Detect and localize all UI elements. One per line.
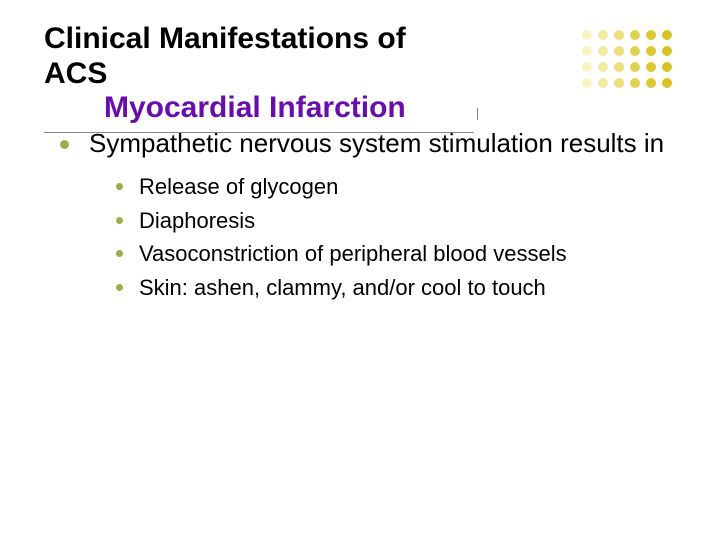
- title-area: Clinical Manifestations of ACS Myocardia…: [44, 22, 474, 133]
- bullet-icon: [60, 140, 69, 149]
- decor-dot: [646, 46, 656, 56]
- decor-dot: [614, 62, 624, 72]
- decor-dot: [646, 62, 656, 72]
- decor-dot: [598, 62, 608, 72]
- title-underline-tick: [477, 108, 478, 120]
- decor-dot: [582, 30, 592, 40]
- decor-dot: [646, 78, 656, 88]
- level2-text: Vasoconstriction of peripheral blood ves…: [139, 240, 567, 268]
- decor-dot: [582, 46, 592, 56]
- title-line2: Myocardial Infarction: [44, 91, 474, 126]
- decor-dot: [598, 30, 608, 40]
- slide: Clinical Manifestations of ACS Myocardia…: [0, 0, 720, 540]
- content-area: Sympathetic nervous system stimulation r…: [60, 128, 670, 307]
- list-item: Vasoconstriction of peripheral blood ves…: [116, 240, 670, 268]
- decor-dot: [630, 62, 640, 72]
- decor-dot: [614, 46, 624, 56]
- decor-dot: [662, 30, 672, 40]
- decor-dot: [630, 46, 640, 56]
- level2-text: Diaphoresis: [139, 207, 255, 235]
- level1-text: Sympathetic nervous system stimulation r…: [89, 128, 664, 159]
- sublist: Release of glycogen Diaphoresis Vasocons…: [116, 173, 670, 301]
- bullet-icon: [116, 250, 123, 257]
- list-item: Sympathetic nervous system stimulation r…: [60, 128, 670, 159]
- decor-dot: [630, 78, 640, 88]
- decor-dot: [662, 46, 672, 56]
- bullet-icon: [116, 284, 123, 291]
- decor-dot: [598, 78, 608, 88]
- decor-dot: [646, 30, 656, 40]
- list-item: Diaphoresis: [116, 207, 670, 235]
- bullet-icon: [116, 217, 123, 224]
- title-line1: Clinical Manifestations of ACS: [44, 22, 474, 91]
- level2-text: Skin: ashen, clammy, and/or cool to touc…: [139, 274, 546, 302]
- decor-dot: [614, 78, 624, 88]
- level2-text: Release of glycogen: [139, 173, 338, 201]
- bullet-icon: [116, 183, 123, 190]
- decor-dot: [662, 62, 672, 72]
- decor-dot: [630, 30, 640, 40]
- decor-dot: [662, 78, 672, 88]
- corner-dot-grid: [582, 30, 676, 92]
- decor-dot: [614, 30, 624, 40]
- list-item: Release of glycogen: [116, 173, 670, 201]
- decor-dot: [582, 78, 592, 88]
- list-item: Skin: ashen, clammy, and/or cool to touc…: [116, 274, 670, 302]
- decor-dot: [582, 62, 592, 72]
- decor-dot: [598, 46, 608, 56]
